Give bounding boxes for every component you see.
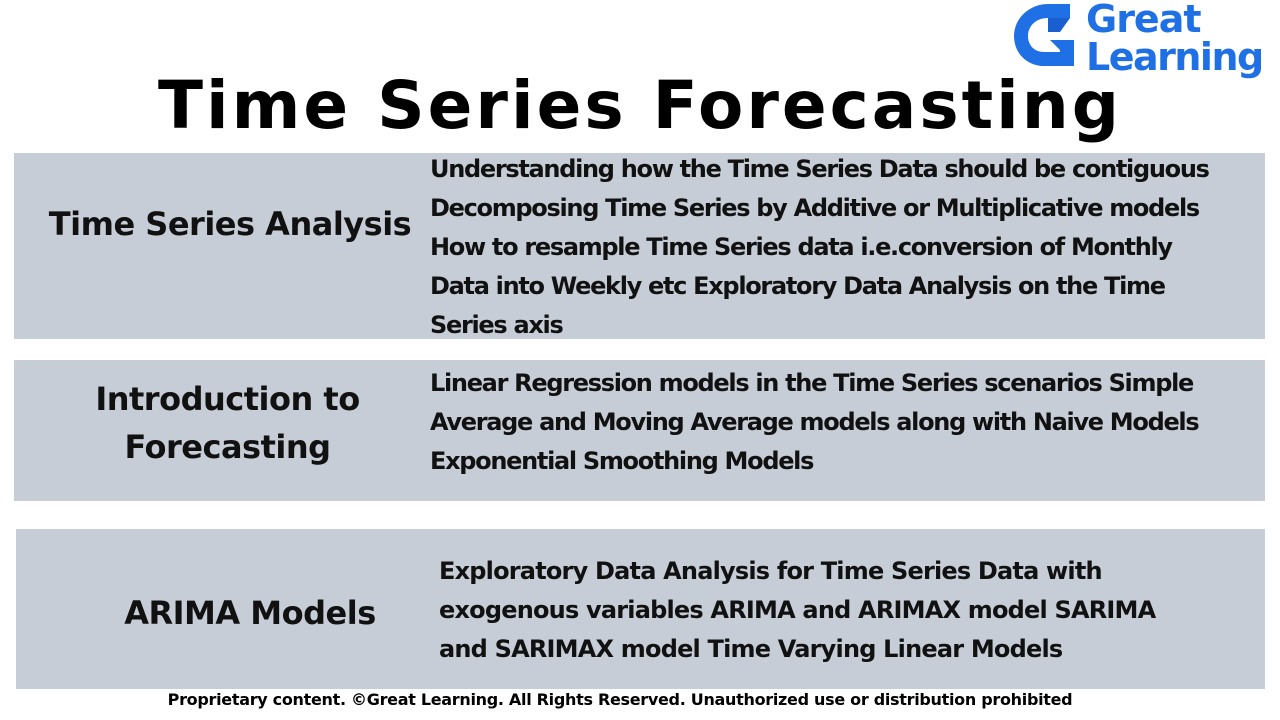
topic-line: Forecasting: [124, 428, 331, 466]
description-line: How to resample Time Series data i.e.con…: [430, 233, 1173, 261]
section-description-time-series-analysis: Understanding how the Time Series Data s…: [430, 150, 1260, 345]
logo-word-learning: Learning: [1086, 35, 1264, 79]
section-topic-arima-models: ARIMA Models: [60, 589, 440, 637]
description-line: exogenous variables ARIMA and ARIMAX mod…: [439, 596, 1156, 624]
topic-line: Introduction to: [95, 380, 360, 418]
description-line: Exponential Smoothing Models: [430, 447, 814, 475]
section-topic-introduction-to-forecasting: Introduction to Forecasting: [40, 375, 415, 471]
description-line: Data into Weekly etc Exploratory Data An…: [430, 272, 1166, 300]
great-learning-logo: Great Learning: [1008, 0, 1280, 84]
section-panel-introduction-to-forecasting: [14, 360, 1265, 501]
topic-line: ARIMA Models: [124, 594, 376, 632]
description-line: and SARIMAX model Time Varying Linear Mo…: [439, 635, 1063, 663]
great-learning-g-icon: [1014, 4, 1074, 66]
logo-word-great: Great: [1086, 0, 1202, 41]
page-title: Time Series Forecasting: [157, 67, 1123, 144]
logo-wordmark: Great Learning: [1086, 0, 1264, 79]
section-description-introduction-to-forecasting: Linear Regression models in the Time Ser…: [430, 364, 1260, 481]
description-line: Series axis: [430, 311, 564, 339]
section-panel-arima-models: [16, 529, 1265, 689]
description-line: Linear Regression models in the Time Ser…: [430, 369, 1194, 397]
description-line: Understanding how the Time Series Data s…: [430, 155, 1210, 183]
section-description-arima-models: Exploratory Data Analysis for Time Serie…: [439, 552, 1259, 669]
section-panel-time-series-analysis: [14, 153, 1265, 339]
section-topic-time-series-analysis: Time Series Analysis: [30, 200, 430, 248]
copyright-footer: Proprietary content. ©Great Learning. Al…: [167, 690, 1073, 709]
description-line: Decomposing Time Series by Additive or M…: [430, 194, 1200, 222]
description-line: Exploratory Data Analysis for Time Serie…: [439, 557, 1103, 585]
topic-line: Time Series Analysis: [48, 205, 412, 243]
description-line: Average and Moving Average models along …: [430, 408, 1200, 436]
